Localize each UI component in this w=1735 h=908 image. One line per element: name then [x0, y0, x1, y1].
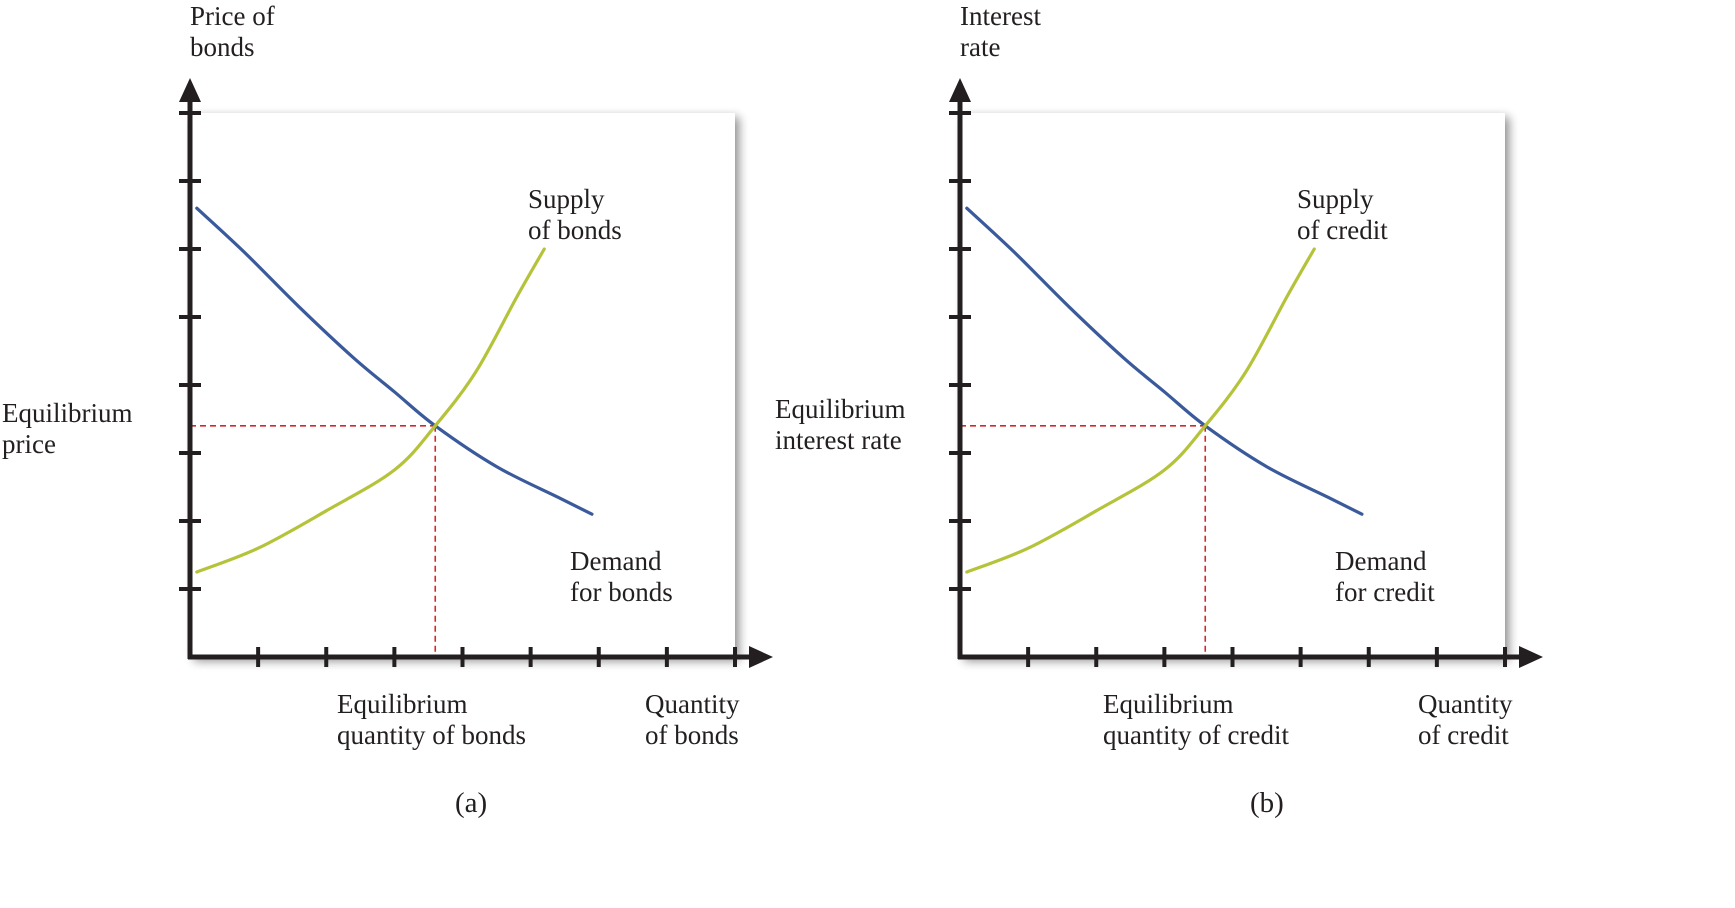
- chart-panel-b: Interest rate Quantity of credit Equilibrium…: [775, 1, 1543, 819]
- chart-panel-a: Price of bonds Quantity of bonds Equilibrium…: [2, 1, 773, 819]
- equilibrium-x-label: Equilibrium quantity of credit: [1103, 689, 1289, 750]
- demand-curve-label: Demand for credit: [1335, 546, 1435, 607]
- y-axis-label: Interest rate: [960, 1, 1041, 62]
- equilibrium-y-label: Equilibrium interest rate: [775, 394, 906, 455]
- y-axis-arrow: [949, 78, 971, 102]
- x-axis-label: Quantity of bonds: [645, 689, 740, 750]
- panel-label: (b): [1250, 787, 1284, 819]
- equilibrium-y-label: Equilibrium price: [2, 398, 133, 459]
- x-axis-arrow: [749, 646, 773, 668]
- x-axis-arrow: [1519, 646, 1543, 668]
- y-axis-label: Price of bonds: [190, 1, 275, 62]
- x-axis-label: Quantity of credit: [1418, 689, 1513, 750]
- panel-label: (a): [455, 787, 487, 819]
- y-axis-arrow: [179, 78, 201, 102]
- equilibrium-x-label: Equilibrium quantity of bonds: [337, 689, 526, 750]
- demand-curve-label: Demand for bonds: [570, 546, 673, 607]
